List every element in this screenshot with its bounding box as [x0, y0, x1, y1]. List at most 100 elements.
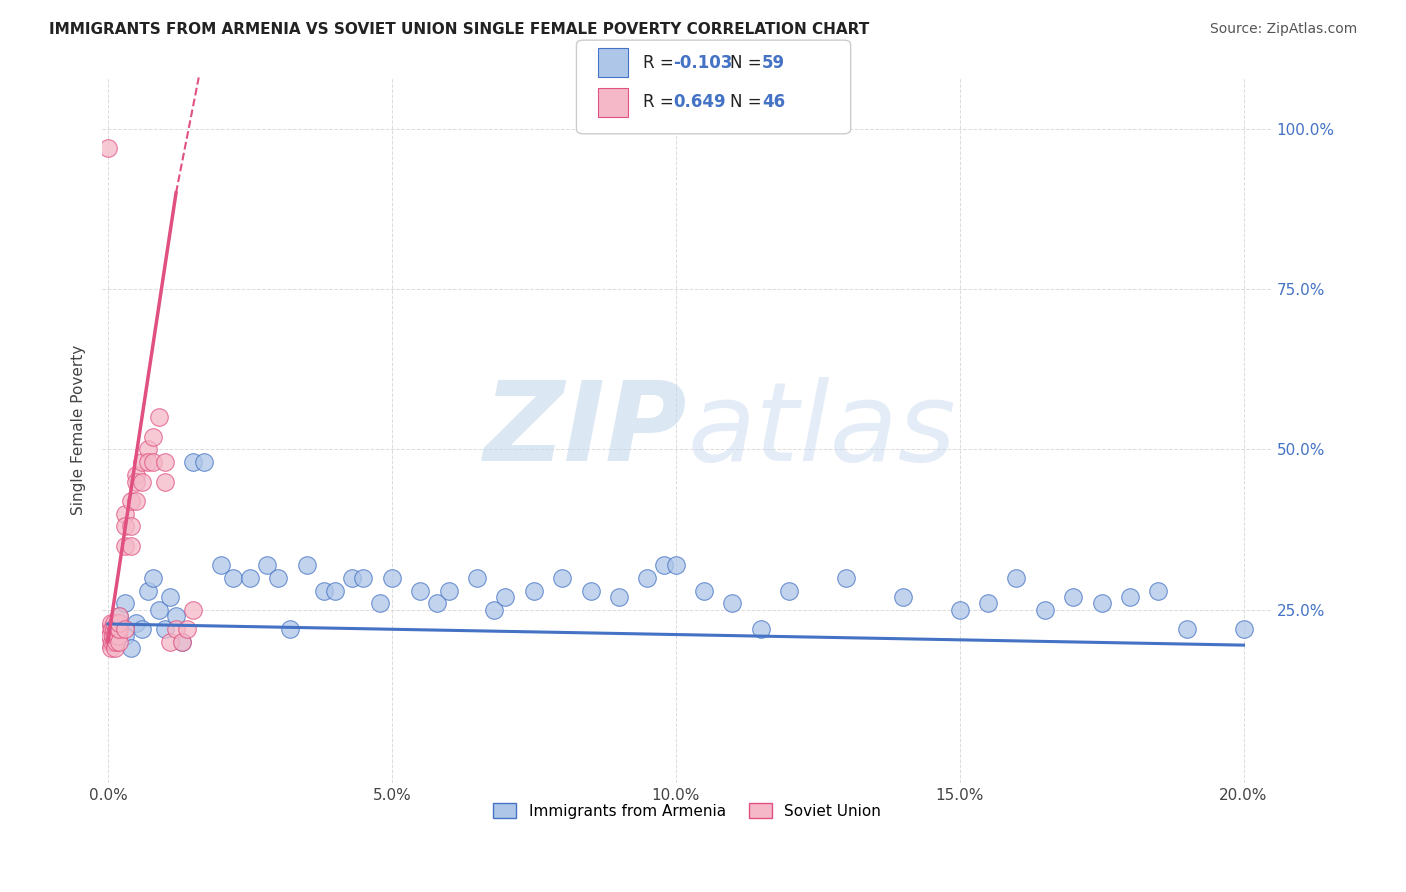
- Point: [101, 622, 124, 636]
- Point: [131, 475, 153, 489]
- Point: [693, 583, 716, 598]
- Text: atlas: atlas: [688, 376, 956, 483]
- Point: [114, 628, 136, 642]
- Point: [579, 583, 602, 598]
- Point: [165, 609, 187, 624]
- Point: [148, 410, 170, 425]
- Point: [101, 635, 124, 649]
- Point: [98, 635, 121, 649]
- Point: [100, 615, 122, 630]
- Point: [131, 455, 153, 469]
- Point: [1062, 590, 1084, 604]
- Point: [142, 571, 165, 585]
- Text: R =: R =: [643, 94, 679, 112]
- Point: [108, 609, 131, 624]
- Point: [170, 635, 193, 649]
- Point: [181, 603, 204, 617]
- Text: R =: R =: [643, 54, 679, 71]
- Point: [607, 590, 630, 604]
- Point: [176, 622, 198, 636]
- Point: [256, 558, 278, 572]
- Point: [98, 622, 121, 636]
- Point: [125, 615, 148, 630]
- Point: [267, 571, 290, 585]
- Text: 59: 59: [762, 54, 785, 71]
- Point: [153, 622, 176, 636]
- Point: [142, 430, 165, 444]
- Point: [103, 622, 125, 636]
- Point: [100, 641, 122, 656]
- Point: [295, 558, 318, 572]
- Point: [114, 622, 136, 636]
- Point: [131, 622, 153, 636]
- Point: [654, 558, 676, 572]
- Point: [170, 635, 193, 649]
- Point: [749, 622, 772, 636]
- Text: 0.649: 0.649: [673, 94, 725, 112]
- Point: [114, 519, 136, 533]
- Point: [977, 596, 1000, 610]
- Legend: Immigrants from Armenia, Soviet Union: Immigrants from Armenia, Soviet Union: [488, 797, 887, 825]
- Point: [278, 622, 301, 636]
- Point: [105, 615, 128, 630]
- Point: [97, 141, 120, 155]
- Point: [108, 635, 131, 649]
- Point: [835, 571, 858, 585]
- Point: [352, 571, 374, 585]
- Text: IMMIGRANTS FROM ARMENIA VS SOVIET UNION SINGLE FEMALE POVERTY CORRELATION CHART: IMMIGRANTS FROM ARMENIA VS SOVIET UNION …: [49, 22, 869, 37]
- Point: [1232, 622, 1254, 636]
- Point: [193, 455, 215, 469]
- Point: [165, 622, 187, 636]
- Point: [103, 615, 125, 630]
- Point: [551, 571, 574, 585]
- Point: [136, 442, 159, 457]
- Point: [239, 571, 262, 585]
- Point: [159, 590, 181, 604]
- Point: [778, 583, 800, 598]
- Point: [104, 628, 127, 642]
- Point: [120, 493, 142, 508]
- Point: [323, 583, 346, 598]
- Point: [437, 583, 460, 598]
- Point: [340, 571, 363, 585]
- Point: [125, 475, 148, 489]
- Point: [949, 603, 972, 617]
- Point: [107, 628, 129, 642]
- Point: [120, 539, 142, 553]
- Point: [181, 455, 204, 469]
- Point: [125, 468, 148, 483]
- Point: [103, 635, 125, 649]
- Point: [721, 596, 744, 610]
- Point: [153, 475, 176, 489]
- Point: [409, 583, 432, 598]
- Point: [120, 519, 142, 533]
- Point: [1119, 590, 1142, 604]
- Point: [125, 493, 148, 508]
- Point: [114, 596, 136, 610]
- Point: [891, 590, 914, 604]
- Point: [107, 622, 129, 636]
- Point: [1147, 583, 1170, 598]
- Point: [312, 583, 335, 598]
- Text: -0.103: -0.103: [673, 54, 733, 71]
- Point: [101, 628, 124, 642]
- Point: [222, 571, 245, 585]
- Point: [465, 571, 488, 585]
- Point: [108, 615, 131, 630]
- Point: [103, 622, 125, 636]
- Point: [665, 558, 688, 572]
- Point: [114, 507, 136, 521]
- Point: [636, 571, 658, 585]
- Point: [148, 603, 170, 617]
- Point: [120, 641, 142, 656]
- Point: [136, 455, 159, 469]
- Point: [523, 583, 546, 598]
- Point: [108, 609, 131, 624]
- Point: [98, 628, 121, 642]
- Point: [108, 622, 131, 636]
- Text: 46: 46: [762, 94, 785, 112]
- Text: Source: ZipAtlas.com: Source: ZipAtlas.com: [1209, 22, 1357, 37]
- Point: [1090, 596, 1112, 610]
- Point: [114, 539, 136, 553]
- Y-axis label: Single Female Poverty: Single Female Poverty: [72, 345, 86, 516]
